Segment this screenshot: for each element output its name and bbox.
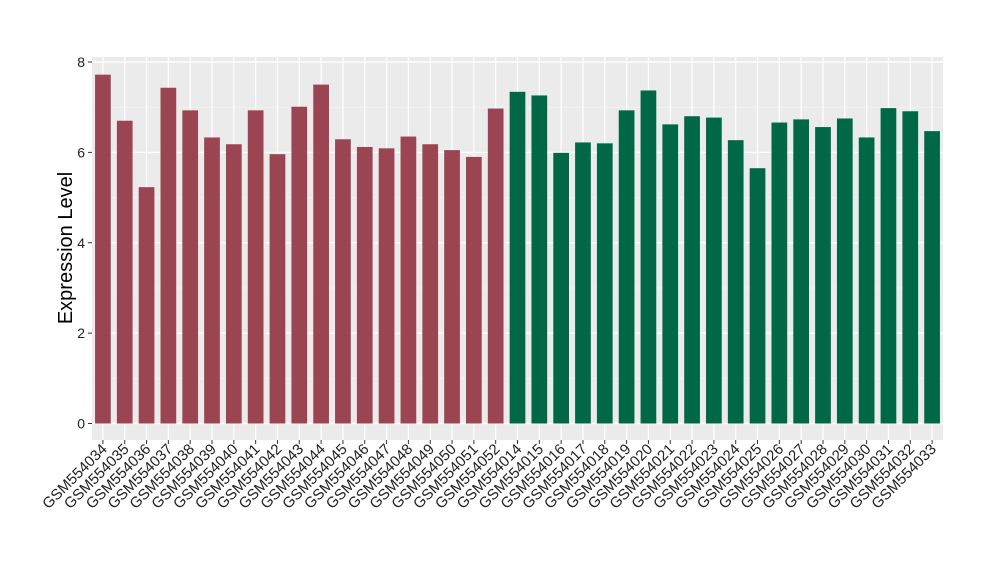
bar-GSM554014 <box>509 91 526 424</box>
bar-GSM554030 <box>858 137 875 424</box>
bar-GSM554015 <box>531 95 548 424</box>
bar-GSM554026 <box>771 122 788 424</box>
y-tick-label: 6 <box>77 144 85 160</box>
bar-GSM554039 <box>204 137 220 424</box>
bar-GSM554042 <box>269 154 286 424</box>
bar-GSM554034 <box>95 74 111 424</box>
bar-GSM554041 <box>247 110 264 424</box>
bar-GSM554035 <box>116 120 133 424</box>
bar-GSM554043 <box>291 106 308 424</box>
bar-GSM554037 <box>160 87 177 424</box>
bar-GSM554033 <box>924 131 940 424</box>
bar-GSM554019 <box>618 110 635 424</box>
bar-GSM554050 <box>444 150 460 424</box>
y-tick-label: 0 <box>77 416 85 432</box>
bar-GSM554018 <box>596 143 613 424</box>
bar-GSM554031 <box>880 108 897 424</box>
bar-GSM554028 <box>815 127 831 424</box>
y-tick-label: 4 <box>77 235 85 251</box>
y-axis: 0 2 4 6 8 <box>77 54 92 432</box>
bar-GSM554052 <box>487 108 504 424</box>
bar-GSM554023 <box>706 117 722 424</box>
bar-GSM554025 <box>749 168 766 424</box>
y-tick-label: 2 <box>77 325 85 341</box>
y-axis-label: Expression Level <box>55 172 77 324</box>
bar-GSM554022 <box>684 116 700 424</box>
bar-GSM554049 <box>422 144 439 424</box>
bars-layer <box>95 74 940 424</box>
bar-GSM554020 <box>640 90 657 424</box>
bar-GSM554029 <box>836 118 853 424</box>
bar-GSM554021 <box>662 124 679 424</box>
bar-GSM554036 <box>138 187 155 424</box>
bar-GSM554051 <box>466 156 482 424</box>
x-axis: GSM554034GSM554035GSM554036GSM554037GSM5… <box>39 440 940 512</box>
bar-GSM554024 <box>727 140 744 424</box>
bar-GSM554046 <box>356 146 373 424</box>
y-tick-label: 8 <box>77 54 85 70</box>
bar-GSM554027 <box>793 119 810 424</box>
bar-GSM554016 <box>553 152 569 424</box>
bar-GSM554048 <box>400 136 417 424</box>
bar-GSM554045 <box>335 139 351 424</box>
bar-GSM554017 <box>575 142 591 424</box>
bar-GSM554047 <box>378 148 395 424</box>
bar-GSM554032 <box>902 111 919 424</box>
bar-GSM554040 <box>225 144 242 424</box>
bar-GSM554038 <box>182 110 199 424</box>
bar-GSM554044 <box>313 84 329 424</box>
